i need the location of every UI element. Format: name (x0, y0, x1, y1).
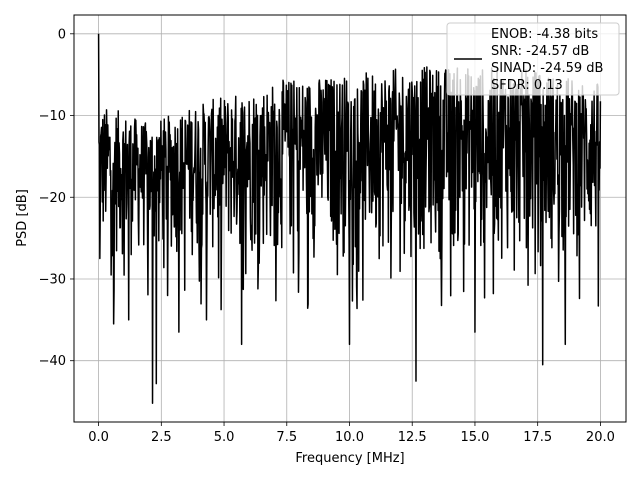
legend-snr: SNR: -24.57 dB (491, 44, 589, 59)
x-tick-label: 7.5 (276, 430, 297, 445)
y-tick-label: −20 (39, 191, 66, 206)
legend-enob: ENOB: -4.38 bits (491, 27, 598, 42)
x-tick-label: 17.5 (523, 430, 552, 445)
y-tick-label: −10 (39, 109, 66, 124)
y-tick-label: 0 (58, 27, 66, 42)
x-tick-label: 0.0 (88, 430, 109, 445)
y-axis-ticks: 0 −10 −20 −30 −40 (39, 27, 74, 369)
x-tick-label: 12.5 (398, 430, 427, 445)
legend-sfdr: SFDR: 0.13 (491, 78, 563, 93)
plot-area (97, 33, 602, 404)
x-tick-label: 5.0 (214, 430, 235, 445)
y-axis-label: PSD [dB] (15, 189, 30, 247)
legend-sinad: SINAD: -24.59 dB (491, 61, 603, 76)
x-axis-ticks: 0.0 2.5 5.0 7.5 10.0 12.5 15.0 17.5 20.0 (88, 422, 615, 445)
psd-series-line (97, 33, 602, 404)
axes-frame (73, 14, 627, 423)
x-tick-label: 15.0 (460, 430, 489, 445)
legend-box (446, 22, 620, 96)
x-tick-label: 2.5 (151, 430, 172, 445)
y-tick-label: −30 (39, 272, 66, 287)
x-tick-label: 20.0 (586, 430, 615, 445)
legend: ENOB: -4.38 bits SNR: -24.57 dB SINAD: -… (446, 22, 620, 96)
x-axis-label: Frequency [MHz] (295, 451, 404, 466)
x-tick-label: 10.0 (335, 430, 364, 445)
y-tick-label: −40 (39, 354, 66, 369)
